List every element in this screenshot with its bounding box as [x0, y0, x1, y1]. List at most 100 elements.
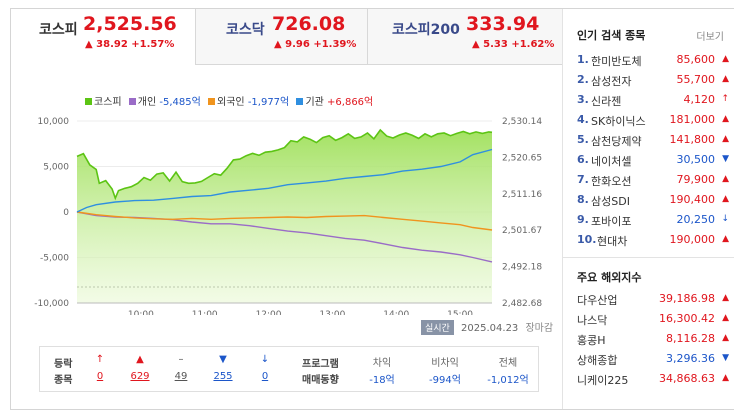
up-arrow-icon: ▲ [722, 194, 729, 204]
overseas-item[interactable]: 나스닥 16,300.42 ▲ [577, 312, 729, 332]
overseas-item[interactable]: 상해종합 3,296.36 ▼ [577, 352, 729, 372]
fall-count[interactable]: 255 [213, 371, 233, 382]
x-tick-label: 15:00 [447, 310, 473, 315]
realtime-badge[interactable]: 실시간 [421, 320, 454, 335]
x-tick-label: 10:00 [128, 310, 154, 315]
x-tick-label: 11:00 [192, 310, 218, 315]
popular-item[interactable]: 1. 한미반도체 85,600 ▲ [577, 53, 729, 73]
program-total-label: 전체 [498, 358, 518, 369]
popular-item[interactable]: 3. 신라젠 4,120 ↑ [577, 93, 729, 113]
popular-item[interactable]: 4. SK하이닉스 181,000 ▲ [577, 113, 729, 133]
y-left-tick-label: 5,000 [43, 163, 69, 173]
index-price: 39,186.98 [659, 292, 715, 305]
market-breadth: 등락 종목 ↑ 0 ▲ 629 – 49 ▼ 255 ↓ 0 프로그램 매매동향… [39, 346, 539, 392]
stock-name[interactable]: SK하이닉스 [591, 115, 646, 128]
stock-price: 190,000 [669, 233, 716, 246]
overseas-title: 주요 해외지수 [577, 271, 642, 284]
upper-limit-count[interactable]: 0 [96, 371, 104, 382]
popular-title: 인기 검색 종목 [577, 29, 646, 42]
institution-line [76, 148, 493, 213]
tab-name: 코스피200 [392, 22, 460, 38]
legend-institution-swatch [296, 98, 304, 105]
market-date: 2025.04.23 [461, 323, 519, 334]
stock-price: 30,500 [676, 153, 716, 166]
rank-number: 1. [577, 53, 589, 66]
stock-name[interactable]: 삼성전자 [591, 75, 632, 88]
lower-limit-count[interactable]: 0 [261, 371, 269, 382]
chart-legend: 코스피 개인 -5,485억 외국인 -1,977억 기관 +6,866억 [85, 93, 377, 108]
popular-item[interactable]: 5. 삼천당제약 141,800 ▲ [577, 133, 729, 153]
legend-institution-value: +6,866억 [327, 97, 374, 108]
market-close-label: 장마감 [525, 323, 554, 334]
side-panel: 인기 검색 종목 더보기 1. 한미반도체 85,600 ▲ 2. 삼성전자 55,700 ▲… [563, 9, 734, 409]
arbitrage-label: 차익 [372, 358, 392, 369]
overseas-item[interactable]: 니케이225 34,868.63 ▲ [577, 372, 729, 392]
stock-name[interactable]: 삼천당제약 [591, 135, 642, 148]
stock-price: 20,250 [676, 213, 716, 226]
popular-item[interactable]: 8. 삼성SDI 190,400 ▲ [577, 193, 729, 213]
rank-number: 2. [577, 73, 589, 86]
stock-price: 79,900 [676, 173, 716, 186]
rise-icon: ▲ [136, 354, 144, 365]
tab-kospi[interactable]: 코스피 2,525.56 ▲ 38.92 +1.57% [11, 9, 195, 65]
index-name[interactable]: 다우산업 [577, 294, 618, 307]
stock-name[interactable]: 포바이포 [591, 215, 632, 228]
more-link[interactable]: 더보기 [696, 32, 724, 43]
rise-count[interactable]: 629 [130, 371, 150, 382]
arbitrage-value: -18억 [369, 375, 395, 386]
index-price: 34,868.63 [659, 372, 715, 385]
up-arrow-icon: ▲ [722, 333, 729, 343]
popular-item[interactable]: 7. 한화오션 79,900 ▲ [577, 173, 729, 193]
legend-individual-value: -5,485억 [159, 97, 201, 108]
flat-count[interactable]: 49 [174, 371, 188, 382]
index-name[interactable]: 나스닥 [577, 314, 608, 327]
stock-name[interactable]: 현대차 [597, 235, 628, 248]
legend-foreign-swatch [208, 98, 216, 105]
popular-item[interactable]: 6. 네이처셀 30,500 ▼ [577, 153, 729, 173]
tab-kosdaq[interactable]: 코스닥 726.08 ▲ 9.96 +1.39% [195, 9, 367, 65]
overseas-item[interactable]: 다우산업 39,186.98 ▲ [577, 292, 729, 312]
up-arrow-icon: ▲ [722, 114, 729, 124]
overseas-item[interactable]: 홍콩H 8,116.28 ▲ [577, 332, 729, 352]
legend-institution-label: 기관 [305, 97, 324, 108]
y-left-tick-label: -10,000 [34, 299, 69, 309]
index-price: 16,300.42 [659, 312, 715, 325]
tab-kospi200[interactable]: 코스피200 333.94 ▲ 5.33 +1.62% [367, 9, 562, 65]
x-tick-label: 12:00 [256, 310, 282, 315]
non-arbitrage-value: -994억 [429, 375, 461, 386]
stock-name[interactable]: 삼성SDI [591, 195, 630, 208]
popular-item[interactable]: 10. 현대차 190,000 ▲ [577, 233, 729, 253]
stock-name[interactable]: 한화오션 [591, 175, 632, 188]
up-arrow-icon: ▲ [722, 313, 729, 323]
legend-foreign-label: 외국인 [217, 97, 245, 108]
up-arrow-icon: ▲ [722, 74, 729, 84]
popular-item[interactable]: 2. 삼성전자 55,700 ▲ [577, 73, 729, 93]
tab-value: 333.94 [466, 13, 540, 35]
up-arrow-icon: ↑ [721, 94, 729, 104]
popular-item[interactable]: 9. 포바이포 20,250 ↓ [577, 213, 729, 233]
program-label-2: 매매동향 [302, 375, 339, 386]
index-name[interactable]: 니케이225 [577, 374, 629, 387]
y-right-tick-label: 2,492.18 [502, 263, 542, 273]
legend-foreign: 외국인 -1,977억 [208, 93, 289, 108]
index-tabs: 코스피 2,525.56 ▲ 38.92 +1.57% 코스닥 726.08 ▲… [11, 9, 562, 65]
legend-foreign-value: -1,977억 [247, 97, 290, 108]
down-arrow-icon: ▼ [722, 154, 729, 164]
breadth-label-1: 등락 [54, 359, 73, 370]
index-name[interactable]: 홍콩H [577, 334, 606, 347]
rank-number: 8. [577, 193, 589, 206]
down-arrow-icon: ↓ [721, 214, 729, 224]
rank-number: 10. [577, 233, 597, 246]
legend-institution: 기관 +6,866억 [296, 93, 373, 108]
stock-name[interactable]: 신라젠 [591, 95, 622, 108]
breadth-label-2: 종목 [54, 375, 73, 386]
tab-name: 코스피 [39, 22, 78, 38]
y-right-tick-label: 2,501.67 [502, 226, 542, 236]
stock-name[interactable]: 한미반도체 [591, 55, 642, 68]
stock-name[interactable]: 네이처셀 [591, 155, 632, 168]
rank-number: 9. [577, 213, 589, 226]
up-arrow-icon: ▲ [722, 234, 729, 244]
y-left-tick-label: 0 [63, 208, 69, 218]
index-name[interactable]: 상해종합 [577, 354, 618, 367]
x-tick-label: 13:00 [319, 310, 345, 315]
